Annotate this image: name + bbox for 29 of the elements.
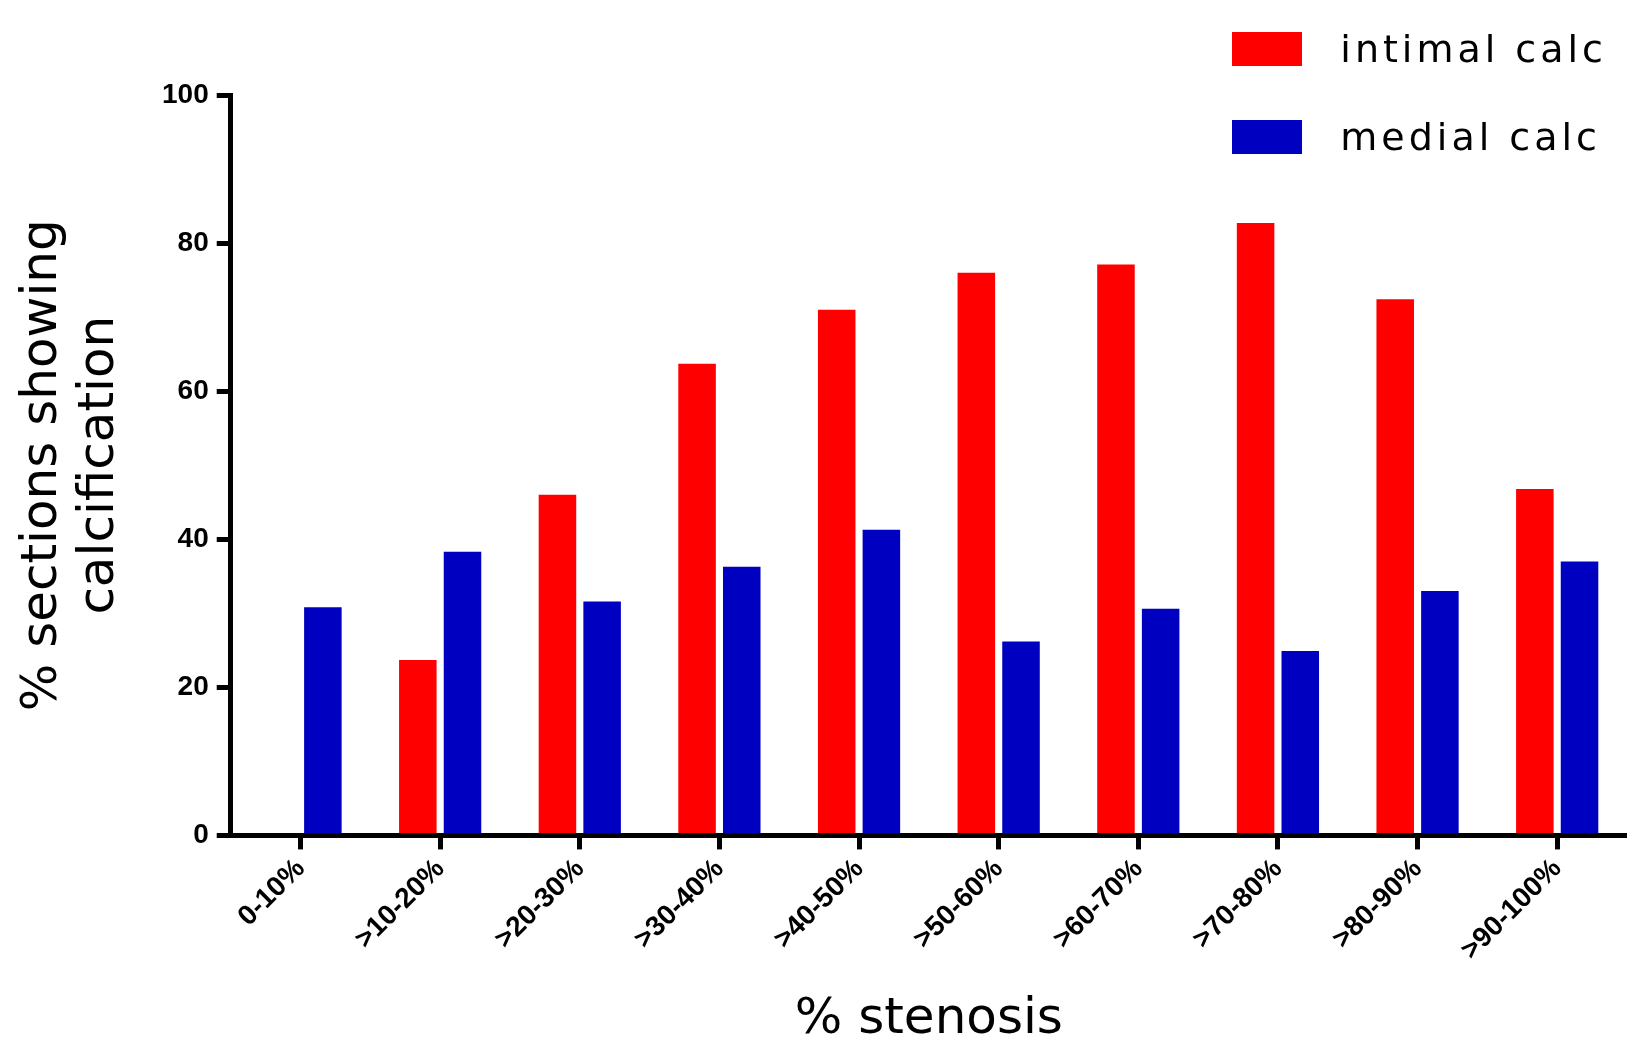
bar xyxy=(1141,608,1180,833)
y-tick-label: 20 xyxy=(177,670,209,702)
legend-label: intimal calc xyxy=(1340,27,1607,71)
bar xyxy=(1281,651,1320,833)
bar xyxy=(957,272,996,833)
bar xyxy=(583,601,621,833)
y-tick-label: 0 xyxy=(193,818,209,850)
y-tick-label: 80 xyxy=(177,225,209,257)
bar xyxy=(1421,591,1459,833)
y-axis-title: % sections showing calcification xyxy=(9,219,126,712)
bar xyxy=(1097,264,1135,833)
bar xyxy=(399,659,437,833)
bar xyxy=(817,309,856,833)
y-tick-label: 100 xyxy=(162,77,209,109)
bar xyxy=(862,529,901,833)
bar xyxy=(1236,223,1275,833)
legend-label: medial calc xyxy=(1340,115,1601,159)
bar xyxy=(1516,488,1554,833)
bar xyxy=(678,363,716,833)
x-axis-title: % stenosis xyxy=(794,986,1063,1045)
bar xyxy=(443,551,482,833)
bar xyxy=(1560,561,1599,833)
bar xyxy=(1376,299,1414,833)
y-tick-label: 60 xyxy=(177,373,209,405)
bar xyxy=(722,566,761,833)
y-tick-label: 40 xyxy=(177,521,209,553)
bar xyxy=(538,494,577,833)
bar xyxy=(304,607,342,833)
bar xyxy=(1002,641,1040,833)
